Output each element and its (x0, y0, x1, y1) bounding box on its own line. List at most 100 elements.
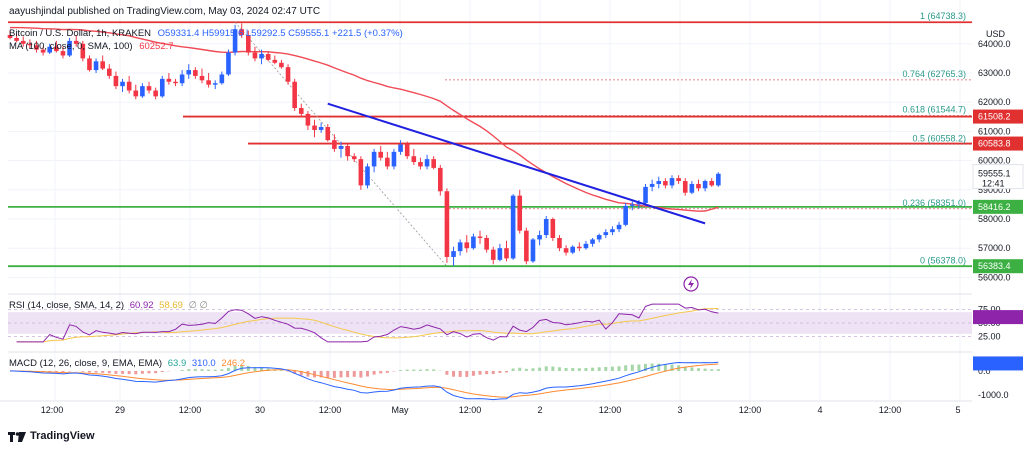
time-tick-label: 4 (817, 405, 822, 415)
time-tick-label: 3 (677, 405, 682, 415)
candle-body (279, 62, 284, 68)
time-tick-label: 5 (955, 405, 960, 415)
level-price-tag-text: 58416.2 (978, 202, 1011, 212)
time-tick-label: 12:00 (599, 405, 622, 415)
rsi-extra: ∅ ∅ (188, 300, 208, 311)
candle-body (232, 29, 238, 53)
rsi-value-tag (973, 310, 1023, 325)
rsi-ma-value: 58.69 (159, 300, 183, 311)
time-tick-label: 12:00 (739, 405, 762, 415)
fib-level-label: 0.236 (58351.0) (902, 198, 966, 208)
candle-body (47, 46, 53, 53)
ohlc-values: O59331.4 H59915.6 L59292.5 C59555.1 +221… (157, 28, 403, 39)
time-tick-label: 12:00 (179, 405, 202, 415)
level-price-tag-text: 60583.8 (978, 139, 1011, 149)
ma-label: MA (100, close, 0, SMA, 100) (9, 41, 133, 52)
price-tick-label: 58000.0 (978, 214, 1011, 224)
candle-body (206, 80, 211, 85)
macd-legend: MACD (12, 26, close, 9, EMA, EMA) 63.9 3… (9, 358, 245, 369)
candle-body (391, 151, 397, 167)
fib-level-label: 0.5 (60558.2) (912, 133, 966, 143)
time-tick-label: 12:00 (459, 405, 482, 415)
candle-body (563, 248, 569, 253)
candle-body (696, 183, 701, 189)
price-tick-label: 61000.0 (978, 126, 1011, 136)
last-price-value: 59555.1 (978, 169, 1011, 179)
candle-body (411, 156, 417, 163)
candle-body (398, 144, 403, 152)
candle-body (457, 242, 463, 252)
candle-body (173, 81, 178, 84)
candle-body (610, 229, 615, 233)
candle-body (358, 159, 364, 186)
macd-signal-value: 246.2 (221, 358, 246, 369)
candle-body (226, 52, 231, 75)
candle-body (40, 49, 46, 53)
price-tick-label: 59000.0 (978, 185, 1011, 195)
alert-bolt (688, 279, 694, 289)
macd-tick-label: -1000.0 (978, 390, 1009, 400)
candle-body (146, 86, 152, 91)
candle-body (636, 202, 642, 205)
candle-body (371, 151, 377, 167)
candle-body (669, 178, 675, 186)
candle-body (649, 183, 655, 187)
candle-body (93, 61, 99, 71)
alert-icon[interactable] (683, 276, 699, 292)
fibonacci-levels: 1 (64738.3) 0.764 (62765.3) 0.618 (61544.7… (445, 11, 972, 265)
level-price-tag-text: 56383.4 (978, 261, 1011, 271)
candle-body (629, 204, 635, 206)
level-price-tag (973, 199, 1023, 214)
candle-body (80, 43, 86, 59)
candle-body (345, 146, 350, 157)
candle-body (312, 125, 317, 130)
candle-body (543, 219, 549, 236)
candle-body (424, 159, 430, 167)
candle-body (709, 181, 715, 186)
candle-body (153, 90, 158, 97)
tradingview-footer[interactable]: TradingView (8, 430, 95, 442)
candle-body (689, 183, 695, 193)
candle-body (385, 157, 390, 167)
candle-body (438, 167, 443, 192)
price-axis[interactable]: USD 56000.0 57000.0 58000.0 59000.0 60000.0 61… (972, 29, 1024, 282)
candle-body (537, 235, 542, 240)
candle-body (212, 83, 218, 85)
candle-body (504, 248, 509, 259)
candle-body (477, 236, 483, 238)
price-tick-label: 63000.0 (978, 68, 1011, 78)
candle-body (643, 186, 648, 203)
candle-body (623, 205, 628, 225)
candle-body (351, 156, 357, 160)
rsi-tick-label: 75.00 (978, 305, 1001, 315)
candle-body (87, 58, 92, 71)
candle-body (318, 127, 324, 130)
candle-body (305, 113, 311, 126)
rsi-tick-label: 25.00 (978, 332, 1001, 342)
macd-line (9, 361, 719, 401)
level-price-tag-text: 61508.2 (978, 112, 1011, 122)
time-tick-label: 12:00 (41, 405, 64, 415)
candle-body (524, 230, 529, 262)
candle-body (451, 251, 456, 257)
candle-body (179, 74, 185, 84)
publish-header: aayushjindal published on TradingView.co… (9, 6, 321, 17)
candle-body (557, 237, 562, 249)
time-axis: 12:00 29 12:00 30 12:00 May 12:00 2 12:00 3 12:00 4… (0, 400, 972, 415)
bearish-trendline[interactable] (327, 102, 706, 225)
macd-line-value: 310.0 (191, 358, 216, 369)
candle-body (444, 191, 450, 257)
macd-tick-label: 0.0 (978, 366, 991, 376)
rsi-label: RSI (14, close, SMA, 14, 2) (9, 300, 125, 311)
fib-level-label: 1 (64738.3) (920, 11, 966, 21)
candle-body (530, 239, 536, 262)
rsi-value: 60.92 (129, 300, 154, 311)
ma-value: 60252.7 (139, 41, 174, 52)
rsi-legend: RSI (14, close, SMA, 14, 2) 60.92 58.69 … (9, 300, 208, 311)
candle-body (126, 81, 132, 91)
candle-body (252, 52, 258, 59)
symbol-name: Bitcoin / U.S. Dollar, 1h, KRAKEN (9, 28, 152, 39)
macd-hist-value: 63.9 (167, 358, 187, 369)
